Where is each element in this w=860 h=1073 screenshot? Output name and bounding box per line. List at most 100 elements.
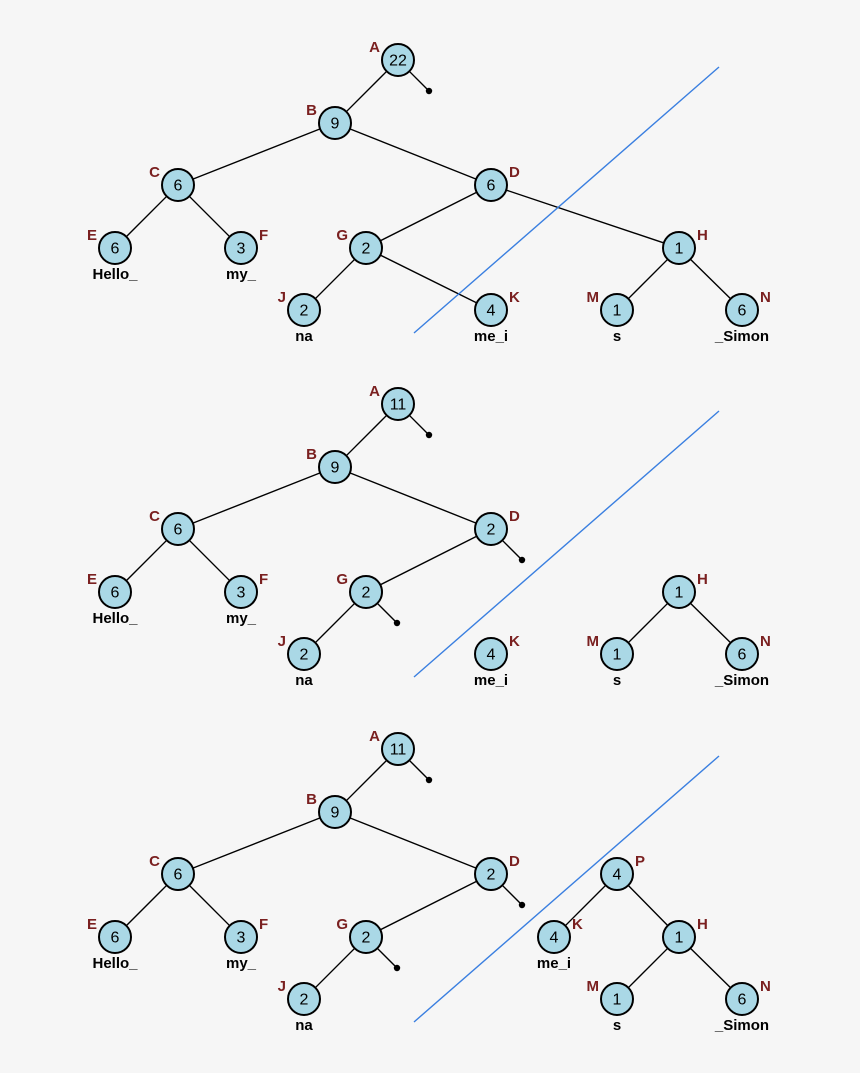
split-line xyxy=(413,755,720,1023)
node-D: 6D xyxy=(474,164,520,202)
edge-C-F xyxy=(188,539,231,582)
node-id-label: D xyxy=(509,508,520,525)
node-id-label: N xyxy=(760,289,771,306)
edge-H-M xyxy=(627,947,669,989)
edge-B-C xyxy=(192,817,321,869)
node-circle xyxy=(318,795,352,829)
node-circle xyxy=(318,450,352,484)
edge-G-K xyxy=(380,254,477,304)
node-id-label: F xyxy=(259,916,268,933)
node-id-label: K xyxy=(509,289,520,306)
edge-D-H xyxy=(505,189,665,244)
node-id-label: H xyxy=(697,916,708,933)
node-weight: 11 xyxy=(390,742,407,759)
node-weight: 1 xyxy=(613,303,622,320)
null-dot-D xyxy=(518,901,526,909)
node-id-label: C xyxy=(149,164,160,181)
node-H: 1H xyxy=(662,227,708,265)
null-dot-D xyxy=(518,556,526,564)
edge-G-J xyxy=(314,258,356,300)
node-weight: 6 xyxy=(738,992,747,1009)
null-pointer-A xyxy=(408,70,430,92)
node-weight: 6 xyxy=(174,522,183,539)
null-pointer-D xyxy=(501,539,523,561)
node-weight: 6 xyxy=(487,178,496,195)
node-weight: 3 xyxy=(237,585,246,602)
edge-P-K xyxy=(564,884,607,927)
node-circle xyxy=(349,231,383,265)
node-circle xyxy=(381,387,415,421)
node-circle xyxy=(662,231,696,265)
null-dot-A xyxy=(425,776,433,784)
node-M: 1Ms xyxy=(587,978,634,1034)
node-id-label: G xyxy=(336,916,348,933)
edge-C-F xyxy=(188,884,231,927)
node-E: 6E Hello_ xyxy=(87,916,138,972)
edge-B-D xyxy=(349,128,477,180)
node-id-label: D xyxy=(509,164,520,181)
node-id-label: E xyxy=(87,227,97,244)
panel-after-split: 11A9B6C2D6EHello_3Fmy_2G2Jna4Kme_i1H1Ms6… xyxy=(87,383,771,689)
node-weight: 4 xyxy=(613,867,622,884)
node-circle xyxy=(98,231,132,265)
node-id-label: F xyxy=(259,571,268,588)
node-circle xyxy=(287,982,321,1016)
node-weight: 2 xyxy=(362,241,371,258)
edge-P-H xyxy=(627,884,669,927)
node-id-label: H xyxy=(697,571,708,588)
null-dot-G xyxy=(393,964,401,972)
node-weight: 3 xyxy=(237,930,246,947)
node-weight: 2 xyxy=(300,992,309,1009)
leaf-string: na xyxy=(295,672,313,689)
split-line xyxy=(413,66,720,334)
node-circle xyxy=(349,575,383,609)
node-circle xyxy=(474,512,508,546)
node-circle xyxy=(600,982,634,1016)
node-id-label: M xyxy=(587,633,600,650)
node-id-label: B xyxy=(306,102,317,119)
leaf-string: me_i xyxy=(537,955,571,972)
node-N: 6N _Simon xyxy=(714,289,771,345)
node-circle xyxy=(287,637,321,671)
node-id-label: B xyxy=(306,446,317,463)
node-weight: 2 xyxy=(362,585,371,602)
node-circle xyxy=(725,982,759,1016)
edge-H-N xyxy=(689,947,732,989)
edge-C-E xyxy=(125,539,168,582)
node-id-label: K xyxy=(509,633,520,650)
leaf-string: me_i xyxy=(474,328,508,345)
node-circle xyxy=(224,920,258,954)
node-weight: 2 xyxy=(487,522,496,539)
node-weight: 1 xyxy=(675,241,684,258)
edge-H-M xyxy=(627,258,669,300)
node-id-label: J xyxy=(278,633,286,650)
node-id-label: F xyxy=(259,227,268,244)
node-A: 11 A xyxy=(369,383,415,421)
node-weight: 9 xyxy=(331,460,340,477)
node-weight: 9 xyxy=(331,116,340,133)
node-weight: 6 xyxy=(111,585,120,602)
node-circle xyxy=(600,637,634,671)
null-pointer-D xyxy=(501,884,523,906)
node-H: 1H xyxy=(662,571,708,609)
node-N: 6N _Simon xyxy=(714,978,771,1034)
node-weight: 1 xyxy=(613,647,622,664)
node-id-label: A xyxy=(369,39,380,56)
node-circle xyxy=(600,857,634,891)
node-weight: 2 xyxy=(300,303,309,320)
node-circle xyxy=(161,857,195,891)
node-circle xyxy=(381,43,415,77)
leaf-string: _Simon xyxy=(714,1017,769,1034)
edge-D-G xyxy=(379,191,478,242)
node-G: 2G xyxy=(336,571,383,609)
node-circle xyxy=(381,732,415,766)
node-id-label: G xyxy=(336,227,348,244)
node-id-label: M xyxy=(587,978,600,995)
node-circle xyxy=(161,168,195,202)
node-D: 2D xyxy=(474,508,520,546)
edge-A-B xyxy=(345,759,388,802)
